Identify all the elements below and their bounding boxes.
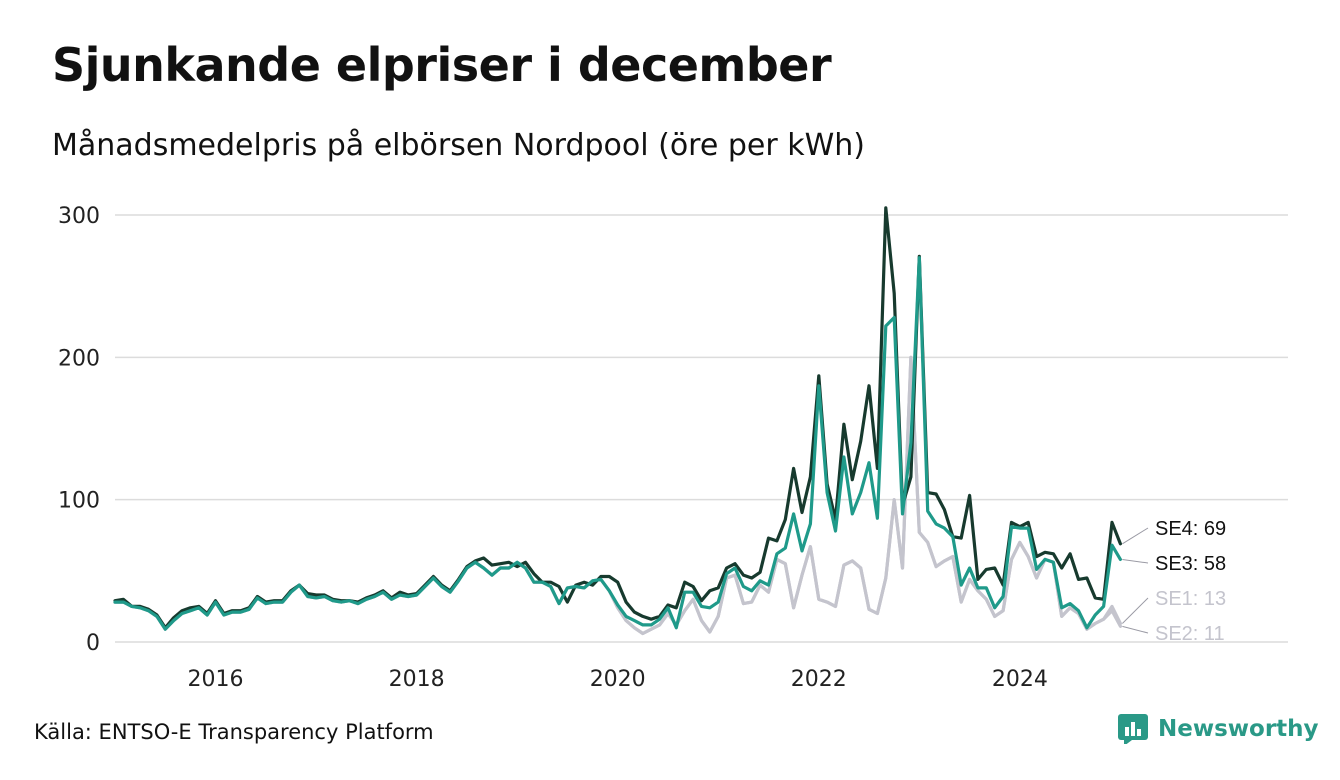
chart-title: Sjunkande elpriser i december	[52, 38, 832, 92]
end-label-se1: SE1: 13	[1155, 588, 1226, 610]
newsworthy-logo-icon	[1118, 714, 1148, 744]
end-label-se3: SE3: 58	[1155, 553, 1226, 575]
chart-subtitle: Månadsmedelpris på elbörsen Nordpool (ör…	[52, 128, 865, 163]
series-line-se3	[113, 256, 1123, 631]
y-tick-label: 100	[58, 489, 100, 514]
x-tick-label: 2018	[389, 667, 445, 692]
brand-logo[interactable]: Newsworthy	[1118, 714, 1319, 744]
end-labels: SE4: 69 SE3: 58 SE1: 13 SE2: 11	[1122, 518, 1226, 645]
end-label-se2: SE2: 11	[1155, 623, 1225, 645]
x-tick-label: 2020	[590, 667, 646, 692]
series-line-se4	[113, 206, 1123, 630]
x-tick-label: 2016	[188, 667, 244, 692]
series-lines	[113, 206, 1123, 636]
gridlines	[115, 214, 1288, 643]
x-tick-label: 2022	[791, 667, 847, 692]
leader-line-se1	[1122, 597, 1149, 624]
leader-line-se4	[1122, 527, 1149, 545]
y-tick-label: 0	[86, 631, 100, 656]
y-tick-label: 200	[58, 346, 100, 371]
end-label-se4: SE4: 69	[1155, 518, 1226, 540]
y-axis-ticks: 0 100 200 300	[58, 204, 100, 656]
leader-line-se2	[1122, 625, 1149, 634]
y-tick-label: 300	[58, 204, 100, 229]
x-tick-label: 2024	[992, 667, 1048, 692]
x-axis-ticks: 2016 2018 2020 2022 2024	[188, 667, 1048, 692]
source-note: Källa: ENTSO-E Transparency Platform	[34, 720, 434, 744]
leader-line-se3	[1122, 558, 1149, 564]
brand-name: Newsworthy	[1158, 716, 1319, 742]
